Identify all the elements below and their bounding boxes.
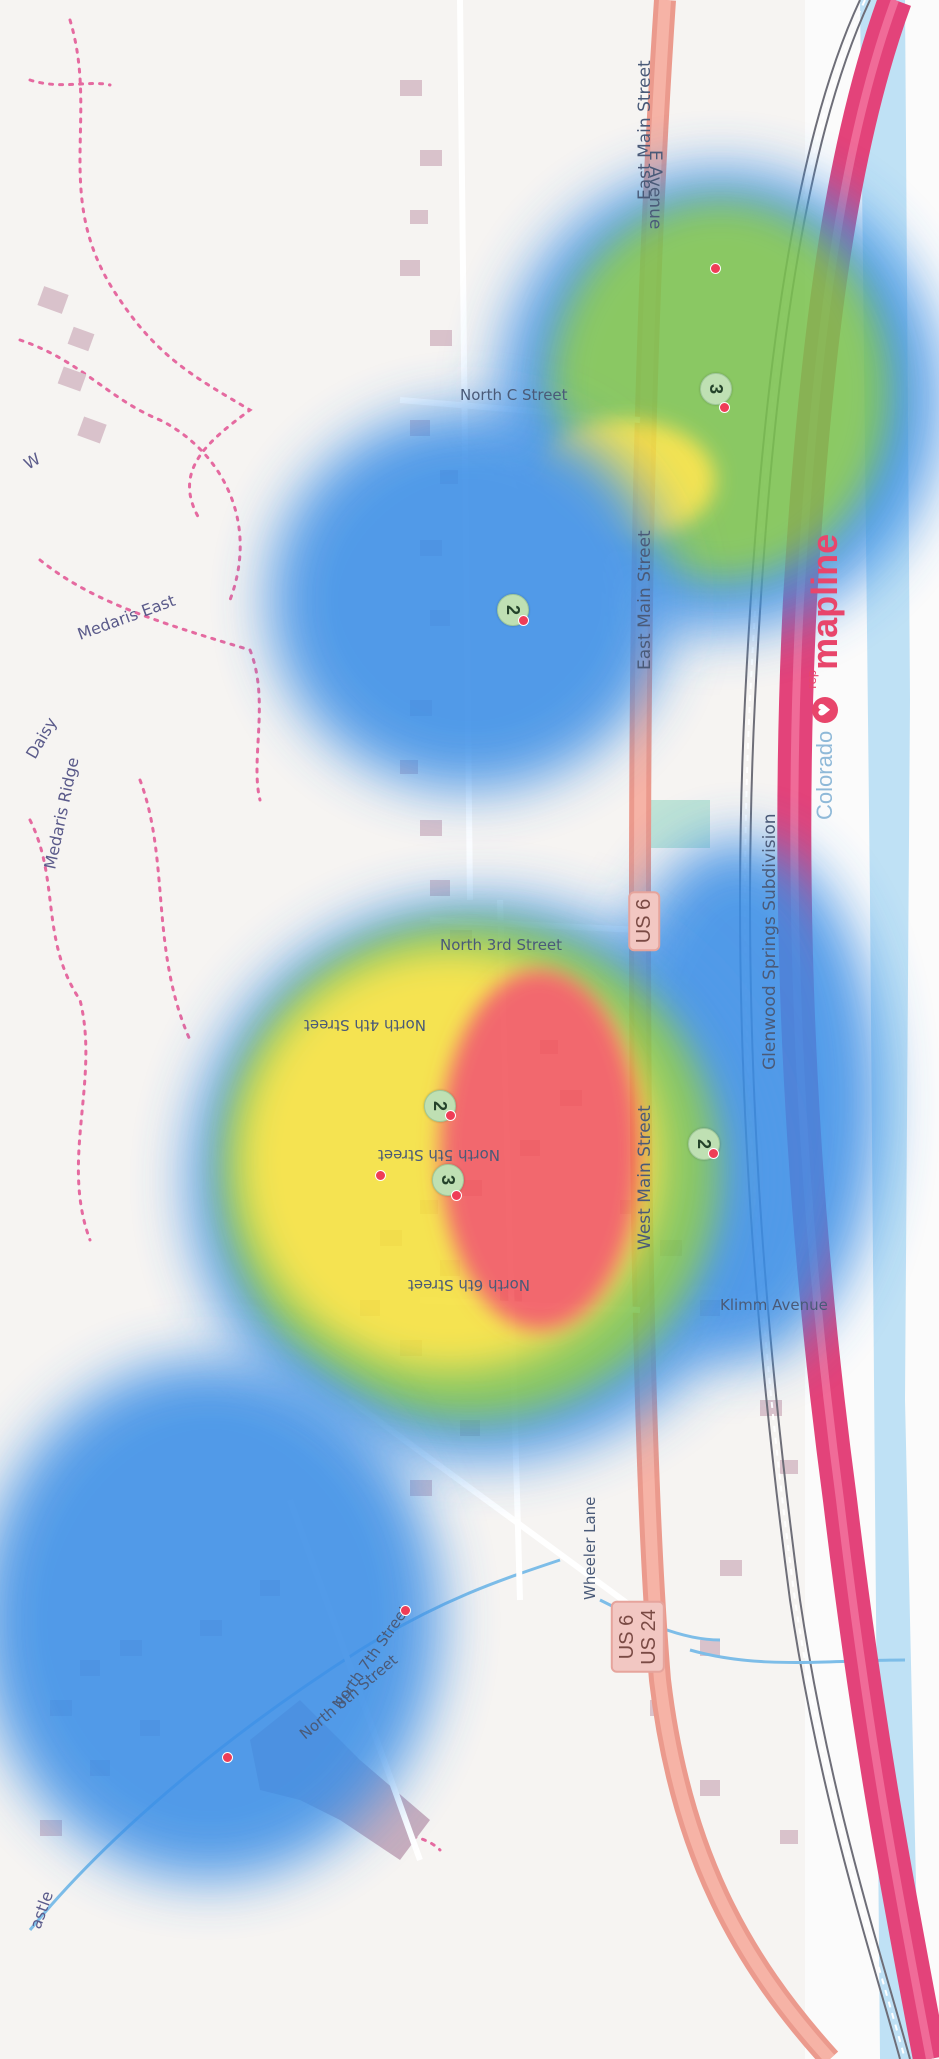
label-glenwood-springs-subdivision: Glenwood Springs Subdivision (760, 813, 780, 1070)
location-pin[interactable] (719, 402, 730, 413)
label-north-6th: North 6th Street (408, 1276, 530, 1294)
label-wheeler-lane: Wheeler Lane (581, 1497, 599, 1600)
location-pin[interactable] (708, 1148, 719, 1159)
label-north-5th: North 5th Street (378, 1146, 500, 1164)
label-west-main: West Main Street (635, 1105, 655, 1250)
logo-tm: rep (804, 669, 819, 689)
label-north-4th: North 4th Street (304, 1016, 426, 1034)
label-north-3rd: North 3rd Street (440, 936, 562, 954)
location-pin[interactable] (518, 615, 529, 626)
label-east-main-upper: East Main Street (635, 60, 655, 200)
location-pin[interactable] (710, 263, 721, 274)
label-east-main-lower: East Main Street (635, 530, 655, 670)
cluster-marker[interactable]: 3 (700, 373, 732, 405)
logo-prefix: Colorado (812, 730, 837, 820)
label-e-avenue: E Avenue (645, 150, 665, 229)
us6-shield-low-text: US 6 (615, 1614, 638, 1660)
us6-us24-shield: US 6 US 24 (610, 1601, 665, 1673)
heart-icon: ♥ (812, 696, 838, 723)
label-north-c: North C Street (460, 386, 568, 404)
mapline-logo: Colorado ♥ repmapline (790, 520, 860, 820)
us6-shield-mid: US 6 (628, 890, 661, 952)
logo-brand: repmapline (804, 533, 845, 689)
location-pin[interactable] (222, 1752, 233, 1763)
us24-shield-text: US 24 (637, 1609, 660, 1665)
park (650, 800, 710, 848)
location-pin[interactable] (445, 1110, 456, 1121)
label-klimm-avenue: Klimm Avenue (720, 1296, 828, 1314)
location-pin[interactable] (451, 1190, 462, 1201)
location-pin[interactable] (375, 1170, 386, 1181)
location-pin[interactable] (400, 1605, 411, 1616)
